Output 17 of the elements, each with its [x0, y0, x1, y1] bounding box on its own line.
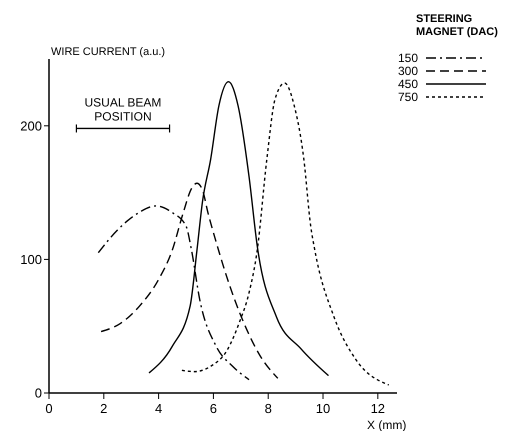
- x-tick-label: 6: [210, 401, 218, 416]
- y-tick-label: 100: [20, 252, 42, 267]
- y-tick-label: 200: [20, 118, 42, 134]
- x-tick-label: 8: [264, 401, 272, 416]
- x-tick-label: 4: [154, 401, 162, 416]
- y-tick-label: 0: [34, 386, 42, 400]
- legend-label: 300: [398, 64, 418, 78]
- legend-label: 150: [398, 51, 418, 65]
- legend-label: 750: [398, 90, 418, 104]
- legend-title: STEERING MAGNET (DAC): [416, 13, 498, 38]
- y-axis-title: WIRE CURRENT (a.u.): [51, 46, 166, 58]
- annotation: USUAL BEAM POSITION: [84, 95, 162, 124]
- x-tick-label: 12: [370, 401, 386, 416]
- x-tick-label: 0: [45, 401, 53, 416]
- legend-label: 450: [398, 77, 418, 91]
- x-tick-label: 2: [100, 401, 108, 416]
- x-tick-label: 10: [316, 401, 330, 416]
